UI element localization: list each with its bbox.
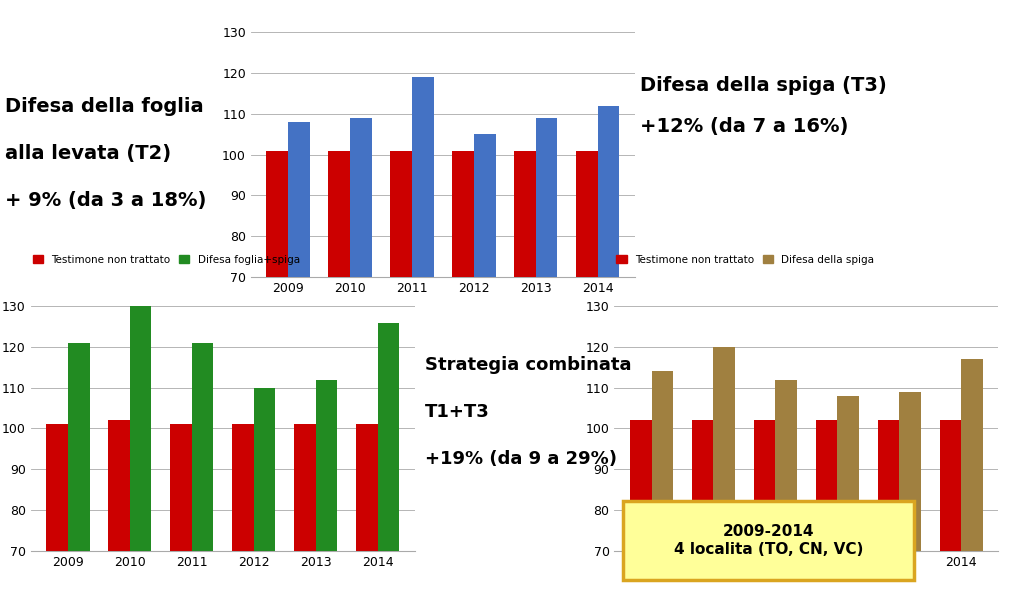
Bar bbox=[266, 151, 288, 562]
Bar bbox=[130, 306, 152, 589]
Bar bbox=[940, 421, 962, 589]
Bar bbox=[109, 421, 130, 589]
Bar bbox=[453, 151, 474, 562]
Text: T1+T3: T1+T3 bbox=[425, 403, 489, 421]
Bar bbox=[294, 425, 315, 589]
Bar bbox=[46, 425, 68, 589]
Bar bbox=[962, 359, 983, 589]
Bar bbox=[474, 134, 496, 562]
Text: +19% (da 9 a 29%): +19% (da 9 a 29%) bbox=[425, 451, 616, 468]
Bar bbox=[651, 372, 673, 589]
Bar bbox=[775, 380, 797, 589]
Bar bbox=[412, 77, 433, 562]
Bar bbox=[754, 421, 775, 589]
Text: Difesa della spiga (T3): Difesa della spiga (T3) bbox=[640, 76, 887, 95]
Bar bbox=[598, 106, 620, 562]
Bar bbox=[254, 388, 275, 589]
Legend: Testimone non trattato, Difesa foglia+spiga: Testimone non trattato, Difesa foglia+sp… bbox=[31, 253, 302, 267]
Bar bbox=[536, 118, 557, 562]
Bar bbox=[514, 151, 536, 562]
Bar bbox=[692, 421, 714, 589]
Text: +12% (da 7 a 16%): +12% (da 7 a 16%) bbox=[640, 117, 848, 136]
Text: alla levata (T2): alla levata (T2) bbox=[5, 144, 171, 163]
Legend: Testimone non trattato, Difesa della spiga: Testimone non trattato, Difesa della spi… bbox=[614, 253, 877, 267]
Bar bbox=[899, 392, 921, 589]
Bar bbox=[714, 347, 735, 589]
Text: Strategia combinata: Strategia combinata bbox=[425, 356, 632, 374]
Bar bbox=[378, 323, 399, 589]
Bar bbox=[329, 151, 350, 562]
Bar bbox=[356, 425, 378, 589]
Bar bbox=[878, 421, 899, 589]
Bar bbox=[350, 118, 372, 562]
Text: Difesa della foglia: Difesa della foglia bbox=[5, 97, 204, 115]
Text: + 9% (da 3 a 18%): + 9% (da 3 a 18%) bbox=[5, 191, 207, 210]
Bar bbox=[288, 122, 309, 562]
Text: 2009-2014
4 localita (TO, CN, VC): 2009-2014 4 localita (TO, CN, VC) bbox=[674, 524, 863, 557]
Bar bbox=[191, 343, 213, 589]
Bar bbox=[630, 421, 651, 589]
Bar bbox=[577, 151, 598, 562]
Bar bbox=[838, 396, 859, 589]
Bar bbox=[68, 343, 89, 589]
Bar bbox=[232, 425, 254, 589]
Bar bbox=[315, 380, 337, 589]
Bar bbox=[390, 151, 412, 562]
Bar bbox=[170, 425, 191, 589]
Bar bbox=[816, 421, 838, 589]
